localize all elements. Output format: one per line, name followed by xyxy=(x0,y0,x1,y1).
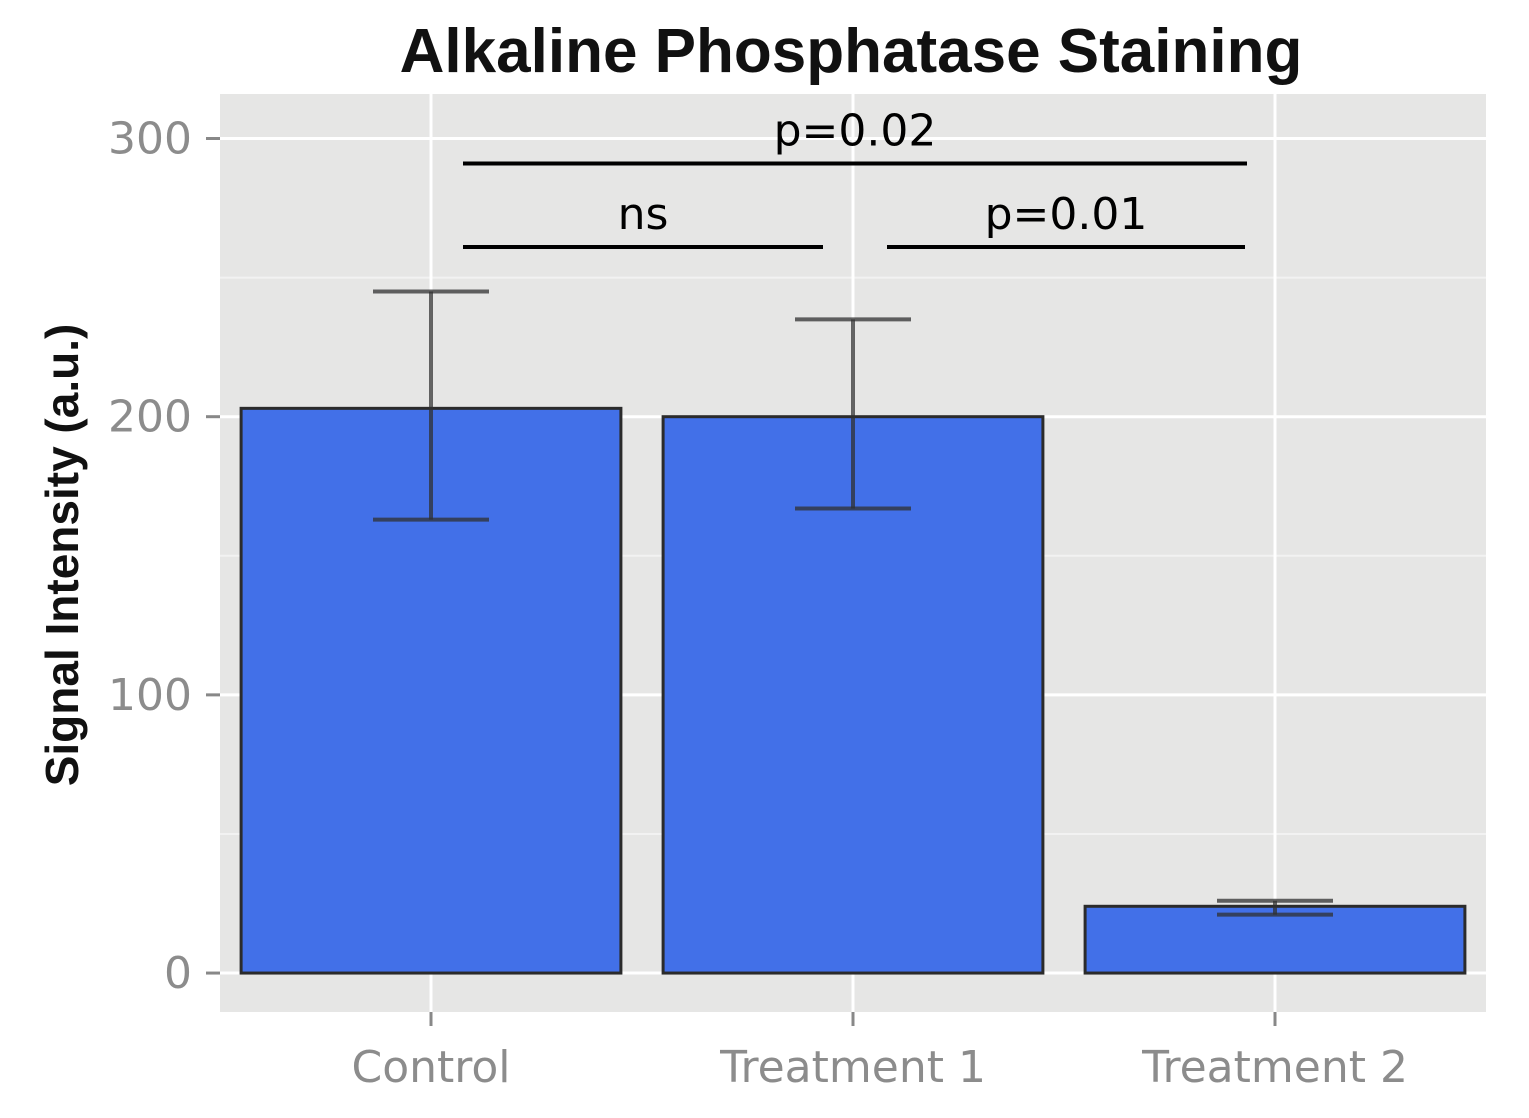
x-tick-label: Control xyxy=(351,1042,510,1093)
error-bars xyxy=(373,289,1333,917)
y-axis-ticks: 0 100 200 300 xyxy=(108,114,220,999)
significance-brackets: p=0.02 ns p=0.01 xyxy=(463,106,1247,249)
error-bar xyxy=(373,289,489,522)
x-tick-label: Treatment 2 xyxy=(1141,1042,1408,1093)
bar xyxy=(1083,904,1467,975)
y-tick-label: 100 xyxy=(108,670,192,721)
chart-title: Alkaline Phosphatase Staining xyxy=(400,17,1303,86)
significance-label: ns xyxy=(618,189,669,240)
significance-label: p=0.01 xyxy=(985,189,1148,240)
y-tick-label: 300 xyxy=(108,114,192,165)
y-tick-label: 200 xyxy=(108,392,192,443)
bars xyxy=(239,406,1467,975)
error-bar xyxy=(795,317,911,511)
y-axis-label: Signal Intensity (a.u.) xyxy=(36,324,88,787)
error-bar xyxy=(1217,898,1333,917)
x-tick-label: Treatment 1 xyxy=(719,1042,986,1093)
significance-label: p=0.02 xyxy=(774,106,937,157)
x-axis-ticks: Control Treatment 1 Treatment 2 xyxy=(351,1012,1408,1093)
y-tick-label: 0 xyxy=(164,948,192,999)
